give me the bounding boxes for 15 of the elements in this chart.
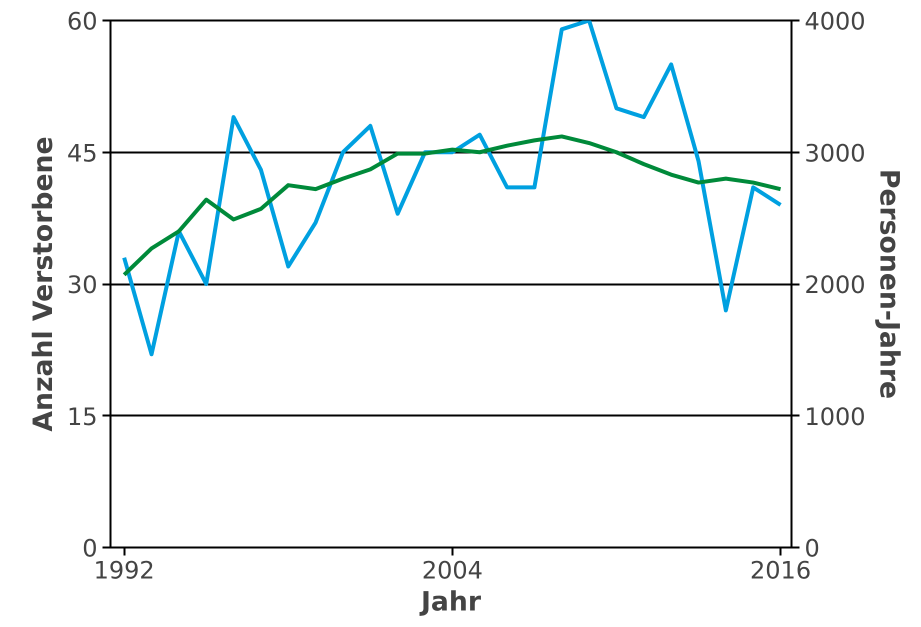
y2-tick-label: 1000 (804, 402, 866, 431)
y2-axis-title: Personen-Jahre (874, 168, 905, 400)
y-tick-label: 15 (66, 402, 98, 431)
y-tick-label: 30 (66, 271, 98, 299)
x-tick-label: 2016 (750, 556, 812, 584)
y2-tick-label: 3000 (804, 139, 866, 168)
y2-tick-label: 4000 (804, 8, 866, 36)
x-tick-label: 2004 (422, 556, 483, 584)
y2-tick-label: 2000 (804, 271, 866, 299)
line-series (122, 20, 783, 356)
x-axis-title: Jahr (418, 586, 482, 618)
line-series (122, 134, 783, 277)
y-tick-label: 60 (66, 8, 98, 36)
y-tick-label: 45 (66, 139, 98, 168)
y-axis-title: Anzahl Verstorbene (28, 136, 59, 432)
